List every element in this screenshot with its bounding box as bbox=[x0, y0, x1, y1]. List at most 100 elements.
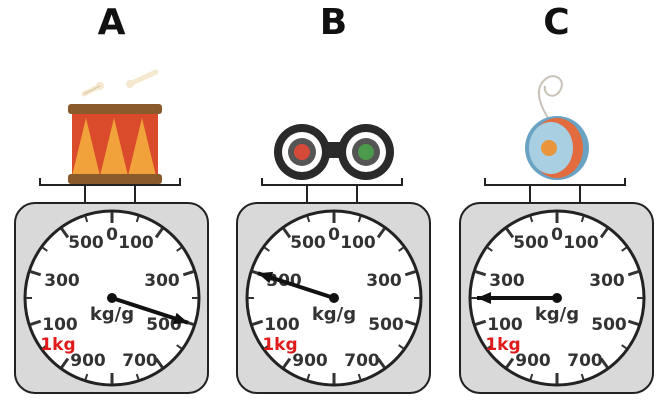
dial-tick bbox=[580, 215, 585, 223]
dial-tick bbox=[398, 246, 405, 252]
dial-tick bbox=[505, 357, 515, 369]
dial-tick bbox=[357, 215, 362, 223]
dial-tick bbox=[251, 319, 264, 327]
yoyo-icon bbox=[525, 75, 589, 180]
scale-b: 0 100 300 500 700 900 100 300 500 kg/g 1… bbox=[236, 124, 431, 394]
dial-tick bbox=[306, 373, 311, 381]
scale-panel-a: A 0 100 300 500 700 900 100 bbox=[0, 0, 223, 401]
dial-mark-100: 100 bbox=[118, 233, 154, 253]
dial-mark-100-left: 100 bbox=[264, 315, 300, 335]
dial-mark-300: 300 bbox=[589, 271, 625, 291]
needle-hub bbox=[552, 293, 562, 303]
drum-icon bbox=[68, 69, 162, 184]
needle-hub bbox=[329, 293, 339, 303]
needle-arrowhead bbox=[477, 292, 491, 304]
dial-mark-100: 100 bbox=[563, 233, 599, 253]
dial-mark-500-left: 500 bbox=[68, 233, 104, 253]
dial-tick bbox=[621, 344, 628, 350]
dial-tick bbox=[282, 357, 292, 369]
dial-mark-500: 500 bbox=[591, 315, 627, 335]
dial-mark-300-left: 300 bbox=[489, 271, 525, 291]
dial-tick bbox=[376, 357, 386, 369]
dial-tick bbox=[398, 344, 405, 350]
needle-arrowhead bbox=[257, 271, 274, 284]
dial-tick bbox=[621, 246, 628, 252]
dial-tick bbox=[29, 269, 42, 277]
dial-mark-0: 0 bbox=[328, 225, 340, 245]
dial-tick bbox=[60, 357, 70, 369]
dial-mark-500: 500 bbox=[146, 315, 182, 335]
dial-tick bbox=[404, 319, 417, 327]
dial-tick bbox=[404, 269, 417, 277]
dial-mark-0: 0 bbox=[551, 225, 563, 245]
dial-unit: kg/g bbox=[90, 304, 134, 325]
dial-tick bbox=[474, 319, 487, 327]
dial-tick bbox=[41, 246, 48, 252]
dial-tick bbox=[486, 246, 493, 252]
needle-hub bbox=[107, 293, 117, 303]
dial-tick bbox=[474, 269, 487, 277]
scale-c: 0 100 300 500 700 900 100 300 500 kg/g 1… bbox=[459, 75, 654, 394]
dial-tick bbox=[306, 215, 311, 223]
dial-tick bbox=[263, 246, 270, 252]
dial-mark-500-left: 500 bbox=[513, 233, 549, 253]
dial-needle bbox=[257, 271, 339, 303]
dial-tick bbox=[176, 246, 183, 252]
dial-tick bbox=[486, 344, 493, 350]
dial-unit: kg/g bbox=[535, 304, 579, 325]
dial-tick bbox=[154, 357, 164, 369]
dial-mark-300: 300 bbox=[144, 271, 180, 291]
dial-mark-100-left: 100 bbox=[487, 315, 523, 335]
dial-tick bbox=[41, 344, 48, 350]
dial-tick bbox=[505, 227, 515, 239]
dial-mark-900: 900 bbox=[515, 351, 551, 371]
dial-tick bbox=[529, 373, 534, 381]
dial-tick bbox=[263, 344, 270, 350]
dial-tick bbox=[60, 227, 70, 239]
dial-tick bbox=[84, 373, 89, 381]
dial-tick bbox=[376, 227, 386, 239]
dial-tick bbox=[135, 215, 140, 223]
dial-ticks bbox=[26, 212, 198, 384]
dial-tick bbox=[84, 215, 89, 223]
dial-mark-100: 100 bbox=[340, 233, 376, 253]
dial-kg-label: 1kg bbox=[262, 335, 297, 355]
panel-label-b: B bbox=[319, 2, 348, 43]
dial-mark-500-left: 500 bbox=[290, 233, 326, 253]
dial-ticks bbox=[471, 212, 643, 384]
dial-mark-700: 700 bbox=[344, 351, 380, 371]
dial-mark-700: 700 bbox=[567, 351, 603, 371]
dial-needle bbox=[477, 292, 562, 304]
dial-mark-0: 0 bbox=[106, 225, 118, 245]
dial-mark-700: 700 bbox=[122, 351, 158, 371]
dial-tick bbox=[599, 227, 609, 239]
dial-tick bbox=[599, 357, 609, 369]
dial-kg-label: 1kg bbox=[485, 335, 520, 355]
dial-mark-900: 900 bbox=[70, 351, 106, 371]
dial-tick bbox=[135, 373, 140, 381]
dial-ticks bbox=[248, 212, 420, 384]
dial-tick bbox=[29, 319, 42, 327]
binoculars-icon bbox=[274, 124, 394, 180]
scale-panel-b: B 0 100 300 500 700 900 100 300 500 kg/g… bbox=[222, 0, 445, 401]
scale-a: 0 100 300 500 700 900 100 300 500 kg/g 1… bbox=[14, 69, 209, 394]
dial-tick bbox=[627, 269, 640, 277]
dial-kg-label: 1kg bbox=[40, 335, 75, 355]
scale-panel-c: C 0 100 300 500 700 900 100 300 500 kg/g… bbox=[445, 0, 668, 401]
panel-label-c: C bbox=[543, 2, 570, 43]
dial-needle bbox=[107, 293, 189, 325]
dial-mark-300-left: 300 bbox=[44, 271, 80, 291]
dial-tick bbox=[282, 227, 292, 239]
dial-mark-900: 900 bbox=[292, 351, 328, 371]
dial-unit: kg/g bbox=[312, 304, 356, 325]
panel-label-a: A bbox=[97, 2, 126, 43]
dial-tick bbox=[176, 344, 183, 350]
dial-mark-300: 300 bbox=[366, 271, 402, 291]
dial-mark-100-left: 100 bbox=[42, 315, 78, 335]
dial-mark-500: 500 bbox=[368, 315, 404, 335]
dial-tick bbox=[529, 215, 534, 223]
dial-tick bbox=[154, 227, 164, 239]
dial-tick bbox=[580, 373, 585, 381]
dial-tick bbox=[182, 269, 195, 277]
needle-arrowhead bbox=[172, 312, 189, 325]
